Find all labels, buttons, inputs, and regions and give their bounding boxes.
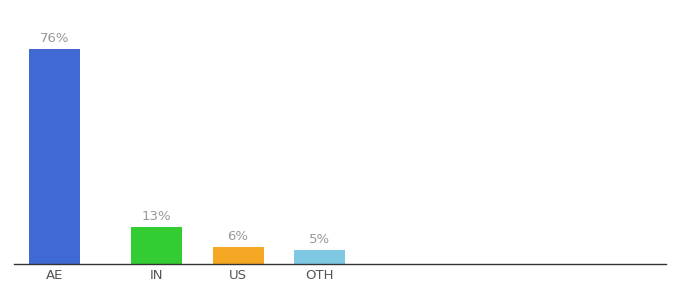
Text: 6%: 6% bbox=[228, 230, 248, 243]
Text: 13%: 13% bbox=[141, 210, 171, 223]
Text: 76%: 76% bbox=[39, 32, 69, 45]
Bar bbox=[29, 50, 80, 264]
Text: 5%: 5% bbox=[309, 232, 330, 246]
Bar bbox=[213, 247, 264, 264]
Bar bbox=[131, 227, 182, 264]
Bar bbox=[294, 250, 345, 264]
